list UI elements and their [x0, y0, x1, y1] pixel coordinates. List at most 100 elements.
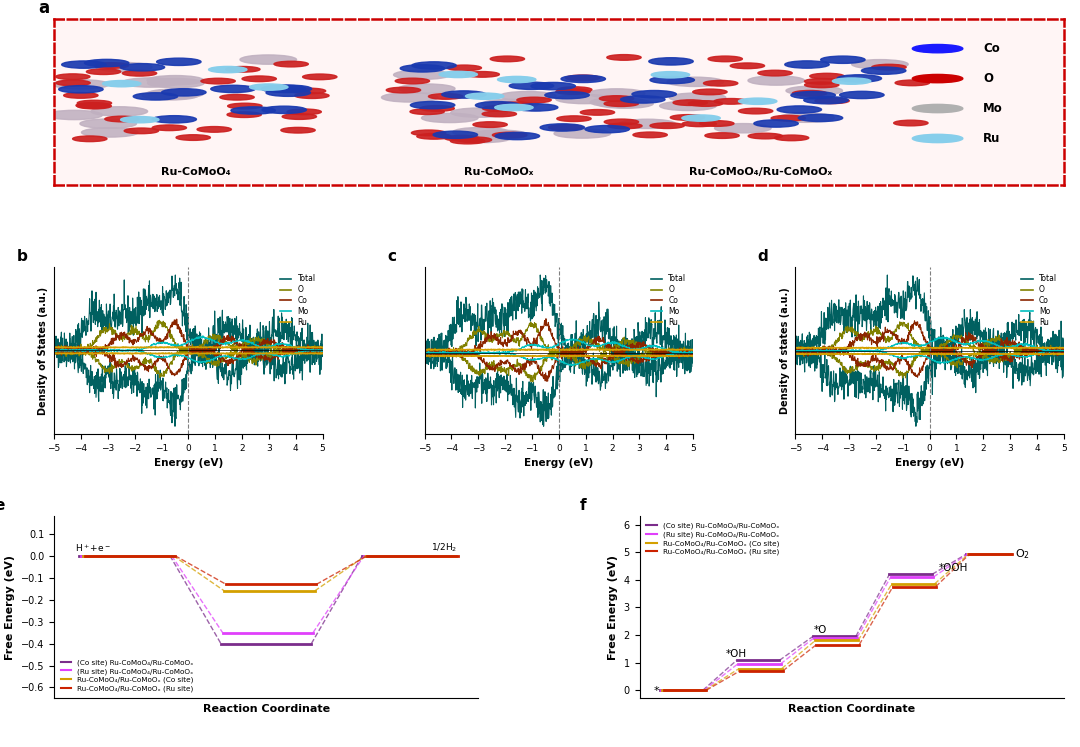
Y-axis label: Free Energy (eV): Free Energy (eV) [5, 555, 15, 660]
Circle shape [862, 67, 906, 74]
Circle shape [599, 96, 634, 102]
Circle shape [429, 93, 463, 99]
Circle shape [482, 99, 539, 108]
Text: e: e [0, 498, 5, 512]
Circle shape [557, 87, 592, 93]
Circle shape [442, 91, 486, 98]
Circle shape [302, 74, 337, 80]
Circle shape [465, 93, 504, 99]
Circle shape [531, 82, 576, 90]
Circle shape [53, 80, 109, 89]
Circle shape [561, 75, 606, 82]
Circle shape [103, 81, 140, 87]
Circle shape [240, 55, 297, 64]
Circle shape [64, 93, 98, 98]
Circle shape [670, 93, 726, 102]
Circle shape [554, 128, 610, 138]
Circle shape [839, 91, 885, 99]
Text: Ru-CoMoO₄/Ru-CoMoOₓ: Ru-CoMoO₄/Ru-CoMoOₓ [689, 167, 833, 177]
Circle shape [86, 69, 121, 75]
Circle shape [805, 78, 839, 84]
Circle shape [95, 63, 152, 72]
Circle shape [671, 114, 704, 120]
Circle shape [56, 74, 90, 79]
Circle shape [72, 136, 107, 142]
Circle shape [417, 134, 451, 139]
Circle shape [667, 77, 724, 87]
Circle shape [122, 70, 157, 76]
Circle shape [913, 45, 963, 53]
Circle shape [748, 133, 783, 139]
Circle shape [821, 56, 865, 63]
Legend: Total, O, Co, Mo, Ru: Total, O, Co, Mo, Ru [1018, 271, 1059, 330]
Circle shape [894, 120, 928, 125]
Circle shape [447, 65, 482, 71]
Circle shape [433, 131, 477, 138]
Circle shape [604, 119, 638, 125]
Circle shape [703, 81, 738, 86]
Circle shape [705, 133, 739, 138]
Circle shape [483, 105, 517, 111]
Circle shape [492, 132, 527, 138]
Circle shape [261, 85, 306, 93]
Circle shape [147, 89, 204, 99]
Text: *OOH: *OOH [939, 563, 968, 573]
Circle shape [80, 119, 136, 128]
X-axis label: Energy (eV): Energy (eV) [524, 458, 594, 468]
Circle shape [556, 89, 590, 94]
Circle shape [739, 108, 773, 114]
Circle shape [227, 112, 261, 117]
Circle shape [84, 59, 129, 66]
Circle shape [585, 125, 630, 133]
Circle shape [804, 96, 848, 104]
Circle shape [211, 85, 255, 93]
Circle shape [490, 56, 525, 62]
Circle shape [778, 113, 835, 123]
Circle shape [604, 101, 638, 107]
Circle shape [267, 85, 312, 93]
Circle shape [913, 134, 963, 143]
Legend: (Co site) Ru-CoMoO₄/Ru-CoMoOₓ, (Ru site) Ru-CoMoO₄/Ru-CoMoOₓ, Ru-CoMoO₄/Ru-CoMoO: (Co site) Ru-CoMoO₄/Ru-CoMoOₓ, (Ru site)… [57, 657, 197, 695]
Circle shape [450, 138, 485, 144]
Circle shape [121, 117, 159, 123]
Circle shape [91, 107, 148, 116]
Circle shape [262, 106, 307, 114]
Circle shape [650, 123, 685, 128]
Circle shape [632, 90, 676, 98]
Circle shape [295, 93, 329, 99]
Circle shape [758, 70, 793, 76]
Circle shape [445, 135, 480, 141]
Circle shape [420, 105, 455, 111]
Circle shape [556, 94, 612, 104]
Circle shape [580, 110, 615, 115]
Text: 1/2H$_2$: 1/2H$_2$ [431, 541, 457, 554]
Circle shape [715, 123, 771, 133]
Circle shape [837, 75, 881, 82]
X-axis label: Energy (eV): Energy (eV) [153, 458, 222, 468]
Circle shape [748, 76, 805, 85]
Circle shape [197, 126, 231, 132]
Y-axis label: Free Energy (eV): Free Energy (eV) [608, 555, 618, 660]
Circle shape [597, 99, 653, 108]
Circle shape [201, 78, 235, 84]
Circle shape [58, 86, 103, 93]
Circle shape [457, 137, 491, 143]
Circle shape [785, 61, 829, 68]
Circle shape [249, 84, 288, 90]
Circle shape [805, 82, 839, 87]
Circle shape [381, 93, 438, 102]
Circle shape [162, 89, 206, 96]
Circle shape [393, 70, 450, 79]
Circle shape [852, 60, 908, 69]
Circle shape [509, 82, 554, 90]
Circle shape [274, 61, 308, 67]
Circle shape [499, 91, 556, 101]
Text: a: a [38, 0, 49, 17]
Circle shape [683, 121, 716, 127]
Circle shape [688, 101, 723, 106]
Circle shape [815, 98, 849, 104]
Circle shape [475, 102, 519, 109]
Circle shape [46, 111, 103, 120]
Circle shape [590, 98, 647, 107]
Circle shape [399, 84, 455, 93]
